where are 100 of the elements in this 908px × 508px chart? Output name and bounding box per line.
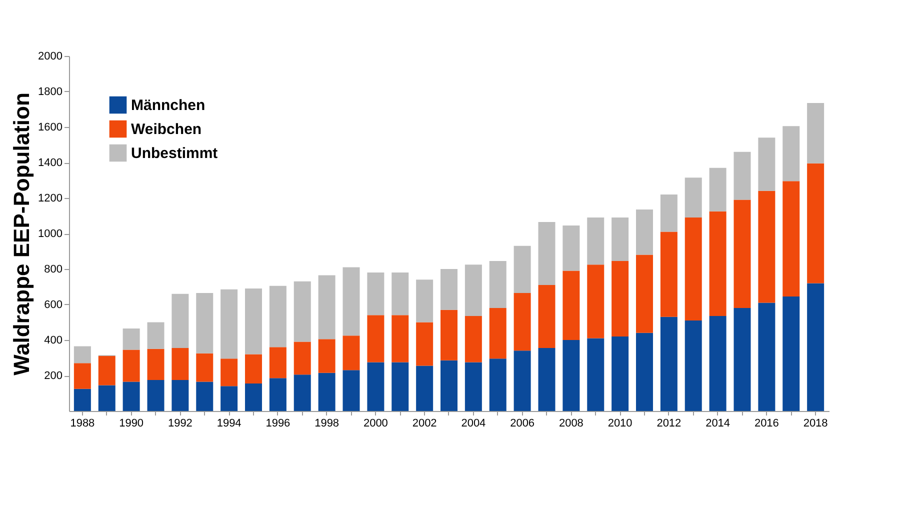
bar xyxy=(74,388,91,411)
y-tick-label: 2000 xyxy=(38,50,62,62)
bar xyxy=(367,315,384,362)
x-tick-label: 2014 xyxy=(706,418,730,430)
bar xyxy=(392,272,409,316)
x-tick-label: 2000 xyxy=(363,418,388,430)
x-tick-label: 1994 xyxy=(216,418,242,430)
bar xyxy=(122,328,140,350)
y-tick-label: 1400 xyxy=(38,157,62,169)
bar xyxy=(562,270,580,340)
y-tick-label: 800 xyxy=(44,264,62,276)
bar xyxy=(416,280,434,322)
bar xyxy=(172,348,189,380)
bar xyxy=(440,310,458,360)
bar xyxy=(612,336,629,411)
y-tick-label: 1200 xyxy=(38,192,62,204)
bar xyxy=(514,292,531,351)
bar xyxy=(684,178,702,218)
bar xyxy=(172,294,189,348)
bar xyxy=(196,353,214,382)
bar xyxy=(269,286,286,348)
x-tick-label: 1988 xyxy=(70,418,95,430)
bar xyxy=(318,275,336,340)
bar xyxy=(587,338,604,411)
bar xyxy=(245,288,262,354)
y-tick-label: 1800 xyxy=(38,86,62,98)
x-tick-label: 1998 xyxy=(314,418,340,430)
bar xyxy=(660,316,678,411)
x-tick-label: 2012 xyxy=(656,418,682,430)
x-tick-label: 1992 xyxy=(168,418,192,430)
bar xyxy=(782,126,800,182)
bar xyxy=(709,211,726,316)
x-tick-label: 1996 xyxy=(266,418,290,430)
bar xyxy=(758,138,776,191)
legend-label: Weibchen xyxy=(131,121,202,138)
bar xyxy=(367,362,384,411)
bar xyxy=(782,296,800,411)
bar xyxy=(514,246,531,293)
bar xyxy=(684,218,702,320)
bar xyxy=(367,272,384,316)
bar xyxy=(122,382,140,411)
legend-label: Männchen xyxy=(131,97,206,114)
bar xyxy=(342,267,360,336)
bar xyxy=(440,360,458,411)
bar xyxy=(612,218,629,262)
bar xyxy=(122,350,140,382)
bar xyxy=(196,382,214,411)
bar xyxy=(245,383,262,411)
bar xyxy=(220,289,238,359)
bar xyxy=(782,181,800,297)
bar xyxy=(514,350,531,411)
bar xyxy=(416,322,434,366)
bar xyxy=(734,308,751,411)
bar xyxy=(318,339,336,373)
y-tick-label: 1600 xyxy=(38,122,62,134)
bar xyxy=(392,362,409,411)
bar xyxy=(636,210,653,255)
bar xyxy=(220,386,238,411)
bar xyxy=(464,316,482,362)
bar xyxy=(440,269,458,310)
bar xyxy=(74,346,91,364)
x-tick-label: 2008 xyxy=(558,418,584,430)
bar xyxy=(734,152,751,200)
bar xyxy=(245,354,262,384)
bar xyxy=(269,347,286,378)
x-tick-label: 2016 xyxy=(754,418,779,430)
bar xyxy=(684,320,702,411)
bar xyxy=(807,163,824,284)
bar xyxy=(587,264,604,338)
bar xyxy=(562,340,580,411)
bar xyxy=(416,366,434,411)
bar xyxy=(807,283,824,411)
bar xyxy=(147,380,164,411)
bar xyxy=(636,254,653,333)
bar xyxy=(489,308,506,359)
bar xyxy=(464,264,482,316)
bar xyxy=(489,358,506,411)
bar xyxy=(342,336,360,370)
bar xyxy=(98,385,116,411)
x-tick-label: 2004 xyxy=(461,418,486,430)
bar xyxy=(294,374,311,411)
bar xyxy=(342,370,360,411)
bar xyxy=(758,302,776,411)
bar xyxy=(807,103,824,164)
bar xyxy=(538,284,556,348)
bar xyxy=(294,281,311,342)
y-tick-label: 400 xyxy=(44,334,62,346)
bar xyxy=(464,362,482,411)
bar xyxy=(147,348,164,380)
y-tick-label: 1000 xyxy=(38,228,62,240)
x-tick-label: 2010 xyxy=(608,418,632,430)
bar xyxy=(538,348,556,411)
bar xyxy=(660,232,678,317)
y-tick-label: 200 xyxy=(44,370,62,382)
bar xyxy=(220,358,238,386)
bar xyxy=(562,226,580,271)
bar xyxy=(196,292,214,354)
bar xyxy=(758,190,776,303)
legend-label: Unbestimmt xyxy=(131,145,218,162)
y-tick-label: 600 xyxy=(44,299,62,311)
